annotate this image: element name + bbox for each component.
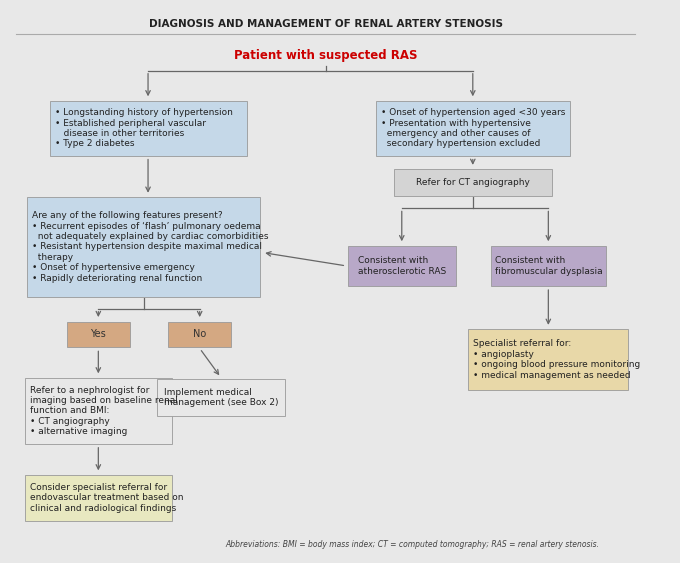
Text: • Longstanding history of hypertension
• Established peripheral vascular
   dise: • Longstanding history of hypertension •… bbox=[55, 108, 233, 148]
Text: Abbreviations: BMI = body mass index; CT = computed tomography; RAS = renal arte: Abbreviations: BMI = body mass index; CT… bbox=[226, 540, 600, 549]
FancyBboxPatch shape bbox=[67, 321, 130, 347]
Text: Are any of the following features present?
• Recurrent episodes of ‘flash’ pulmo: Are any of the following features presen… bbox=[32, 211, 269, 283]
FancyBboxPatch shape bbox=[376, 101, 570, 155]
FancyBboxPatch shape bbox=[347, 246, 456, 286]
Text: Refer to a nephrologist for
imaging based on baseline renal
function and BMI:
• : Refer to a nephrologist for imaging base… bbox=[30, 386, 177, 436]
Text: DIAGNOSIS AND MANAGEMENT OF RENAL ARTERY STENOSIS: DIAGNOSIS AND MANAGEMENT OF RENAL ARTERY… bbox=[149, 19, 503, 29]
FancyBboxPatch shape bbox=[394, 169, 552, 196]
Text: Consistent with
fibromuscular dysplasia: Consistent with fibromuscular dysplasia bbox=[494, 256, 602, 276]
FancyBboxPatch shape bbox=[469, 329, 628, 390]
Text: Consistent with
atherosclerotic RAS: Consistent with atherosclerotic RAS bbox=[358, 256, 446, 276]
Text: Consider specialist referral for
endovascular treatment based on
clinical and ra: Consider specialist referral for endovas… bbox=[30, 483, 184, 513]
FancyBboxPatch shape bbox=[24, 378, 172, 444]
FancyBboxPatch shape bbox=[491, 246, 606, 286]
FancyBboxPatch shape bbox=[168, 321, 231, 347]
FancyBboxPatch shape bbox=[24, 475, 172, 521]
Text: Implement medical
management (see Box 2): Implement medical management (see Box 2) bbox=[164, 388, 278, 407]
FancyBboxPatch shape bbox=[157, 379, 285, 415]
Text: Yes: Yes bbox=[90, 329, 106, 339]
Text: Specialist referral for:
• angioplasty
• ongoing blood pressure monitoring
• med: Specialist referral for: • angioplasty •… bbox=[473, 339, 641, 379]
FancyBboxPatch shape bbox=[27, 197, 260, 297]
Text: Refer for CT angiography: Refer for CT angiography bbox=[416, 178, 530, 187]
FancyBboxPatch shape bbox=[50, 101, 247, 155]
Text: No: No bbox=[193, 329, 206, 339]
Text: Patient with suspected RAS: Patient with suspected RAS bbox=[234, 49, 418, 62]
Text: • Onset of hypertension aged <30 years
• Presentation with hypertensive
  emerge: • Onset of hypertension aged <30 years •… bbox=[381, 108, 566, 148]
